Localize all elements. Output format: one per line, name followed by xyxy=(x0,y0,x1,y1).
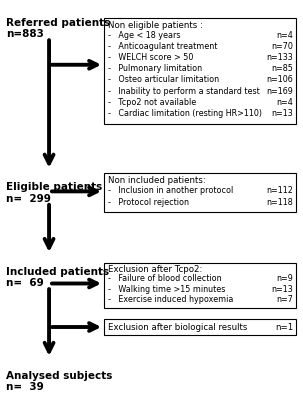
Text: Eligible patients: Eligible patients xyxy=(6,182,102,192)
Text: -   Osteo articular limitation: - Osteo articular limitation xyxy=(108,76,219,84)
Text: -   Anticoagulant treatment: - Anticoagulant treatment xyxy=(108,42,217,51)
Text: -   Failure of blood collection: - Failure of blood collection xyxy=(108,274,221,284)
Text: Included patients: Included patients xyxy=(6,267,109,277)
Text: -   Inclusion in another protocol: - Inclusion in another protocol xyxy=(108,186,233,196)
Text: Analysed subjects: Analysed subjects xyxy=(6,370,112,380)
Bar xyxy=(104,319,295,335)
Text: n=4: n=4 xyxy=(276,98,293,107)
Text: -   Walking time >15 minutes: - Walking time >15 minutes xyxy=(108,285,225,294)
Text: n=118: n=118 xyxy=(266,198,293,207)
Text: Non included patients:: Non included patients: xyxy=(108,176,205,185)
Text: n=  299: n= 299 xyxy=(6,194,51,204)
Text: -   Cardiac limitation (resting HR>110): - Cardiac limitation (resting HR>110) xyxy=(108,109,261,118)
Text: n=13: n=13 xyxy=(271,109,293,118)
Bar xyxy=(104,18,295,124)
Text: n=7: n=7 xyxy=(276,295,293,304)
Text: n=4: n=4 xyxy=(276,31,293,40)
Bar xyxy=(104,172,295,212)
Text: -   Protocol rejection: - Protocol rejection xyxy=(108,198,188,207)
Text: n=85: n=85 xyxy=(271,64,293,73)
Text: Exclusion after Tcpo2:: Exclusion after Tcpo2: xyxy=(108,265,202,274)
Text: Non eligible patients :: Non eligible patients : xyxy=(108,21,202,30)
Text: n=106: n=106 xyxy=(266,76,293,84)
Text: n=13: n=13 xyxy=(271,285,293,294)
Text: n=1: n=1 xyxy=(275,322,293,332)
Text: -   Inability to perform a standard test: - Inability to perform a standard test xyxy=(108,87,259,96)
Text: -   Age < 18 years: - Age < 18 years xyxy=(108,31,180,40)
Text: n=9: n=9 xyxy=(276,274,293,284)
Text: Exclusion after biological results: Exclusion after biological results xyxy=(108,322,247,332)
Text: n=112: n=112 xyxy=(266,186,293,196)
Text: -   WELCH score > 50: - WELCH score > 50 xyxy=(108,53,193,62)
Text: n=70: n=70 xyxy=(271,42,293,51)
Bar xyxy=(104,263,295,308)
Text: -   Exercise induced hypoxemia: - Exercise induced hypoxemia xyxy=(108,295,233,304)
Text: -   Pulmonary limitation: - Pulmonary limitation xyxy=(108,64,202,73)
Text: n=883: n=883 xyxy=(6,30,44,40)
Text: -   Tcpo2 not available: - Tcpo2 not available xyxy=(108,98,196,107)
Text: n=  69: n= 69 xyxy=(6,278,44,288)
Text: n=133: n=133 xyxy=(266,53,293,62)
Text: n=  39: n= 39 xyxy=(6,382,44,392)
Text: Referred patients: Referred patients xyxy=(6,18,110,28)
Text: n=169: n=169 xyxy=(266,87,293,96)
